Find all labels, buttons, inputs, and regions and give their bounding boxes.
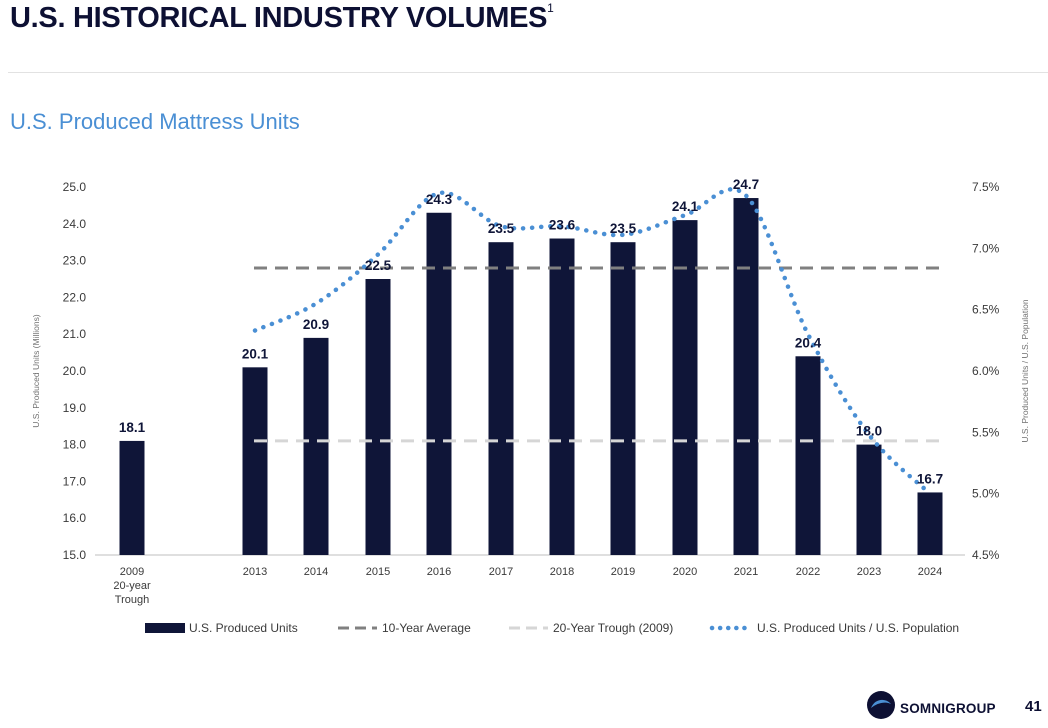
- y-tick-label: 17.0: [63, 474, 87, 488]
- bar-data-label: 20.1: [242, 346, 269, 361]
- legend-label: U.S. Produced Units: [189, 621, 298, 635]
- x-tick-label: 2021: [734, 566, 758, 578]
- bar-data-label: 22.5: [365, 258, 392, 273]
- bar: [795, 356, 821, 555]
- bar: [672, 220, 698, 555]
- footnote-marker: 1: [547, 1, 554, 16]
- bar: [733, 198, 759, 556]
- footer-brand: SOMNIGROUP: [900, 701, 996, 716]
- y-axis-title: U.S. Produced Units (Millions): [31, 314, 41, 428]
- x-tick-label: 2014: [304, 566, 328, 578]
- bar-data-label: 23.5: [610, 221, 637, 236]
- mattress-units-chart: 15.0 16.0 17.0 18.0 19.0 20.0 21.0 22.0 23.0 24.0…: [31, 177, 1030, 635]
- bar-data-label: 24.1: [672, 199, 699, 214]
- y-tick-label: 15.0: [63, 548, 87, 562]
- legend-label: U.S. Produced Units / U.S. Population: [757, 621, 959, 635]
- y-tick-label: 21.0: [63, 327, 87, 341]
- bar: [488, 242, 514, 555]
- x-tick-label: 2023: [857, 566, 881, 578]
- y-tick-label: 19.0: [63, 401, 87, 415]
- bar: [856, 444, 882, 555]
- bar-data-label: 16.7: [917, 471, 943, 486]
- x-tick-label: 2018: [550, 566, 574, 578]
- bar: [610, 242, 636, 555]
- y-tick-label: 22.0: [63, 290, 87, 304]
- bar: [917, 492, 943, 555]
- y2-tick-label: 7.0%: [972, 241, 1000, 255]
- bar-data-label: 18.0: [856, 424, 882, 439]
- y2-tick-label: 4.5%: [972, 548, 1000, 562]
- bar-data-label: 24.7: [733, 177, 759, 192]
- bar-data-label: 24.3: [426, 192, 453, 207]
- x-tick-label: 2024: [918, 566, 942, 578]
- x-tick-sublabel: Trough: [115, 594, 149, 606]
- chart-subtitle: U.S. Produced Mattress Units: [10, 109, 300, 134]
- x-tick-label: 2017: [489, 566, 513, 578]
- y2-axis-title: U.S. Produced Units / U.S. Population: [1020, 299, 1030, 442]
- bar-data-label: 20.9: [303, 317, 329, 332]
- y2-tick-label: 5.0%: [972, 487, 1000, 501]
- x-tick-label: 2022: [796, 566, 820, 578]
- y2-tick-label: 5.5%: [972, 425, 1000, 439]
- x-tick-label: 2020: [673, 566, 697, 578]
- bar: [119, 440, 145, 555]
- bar: [242, 367, 268, 555]
- y-tick-label: 23.0: [63, 254, 87, 268]
- bar: [303, 337, 329, 555]
- y2-tick-label: 7.5%: [972, 180, 1000, 194]
- page-title: U.S. HISTORICAL INDUSTRY VOLUMES1: [10, 1, 554, 35]
- x-tick-label: 2015: [366, 566, 390, 578]
- legend-label: 20-Year Trough (2009): [553, 621, 673, 635]
- bar-data-label: 23.6: [549, 218, 576, 233]
- bar: [549, 238, 575, 555]
- bar-data-label: 20.4: [795, 335, 822, 350]
- y-tick-label: 25.0: [63, 180, 87, 194]
- population-ratio-line: [252, 187, 933, 496]
- x-tick-label: 2019: [611, 566, 635, 578]
- title-divider: [8, 72, 1048, 73]
- y-tick-label: 20.0: [63, 364, 87, 378]
- y2-tick-label: 6.5%: [972, 303, 1000, 317]
- y-tick-label: 24.0: [63, 217, 87, 231]
- bar: [426, 212, 452, 555]
- x-tick-label: 2016: [427, 566, 451, 578]
- page-number: 41: [1025, 698, 1042, 715]
- legend-swatch-bars: [145, 623, 185, 633]
- legend-label: 10-Year Average: [382, 621, 471, 635]
- page-title-text: U.S. HISTORICAL INDUSTRY VOLUMES: [10, 2, 548, 34]
- x-tick-sublabel: 20-year: [113, 580, 151, 592]
- y-tick-label: 16.0: [63, 511, 87, 525]
- somnigroup-logo-icon: [867, 691, 895, 719]
- bar: [365, 279, 391, 555]
- y2-tick-label: 6.0%: [972, 364, 1000, 378]
- bar-data-label: 23.5: [488, 221, 515, 236]
- x-tick-label: 2009: [120, 566, 144, 578]
- x-tick-label: 2013: [243, 566, 267, 578]
- y-tick-label: 18.0: [63, 438, 87, 452]
- bar-data-label: 18.1: [119, 420, 146, 435]
